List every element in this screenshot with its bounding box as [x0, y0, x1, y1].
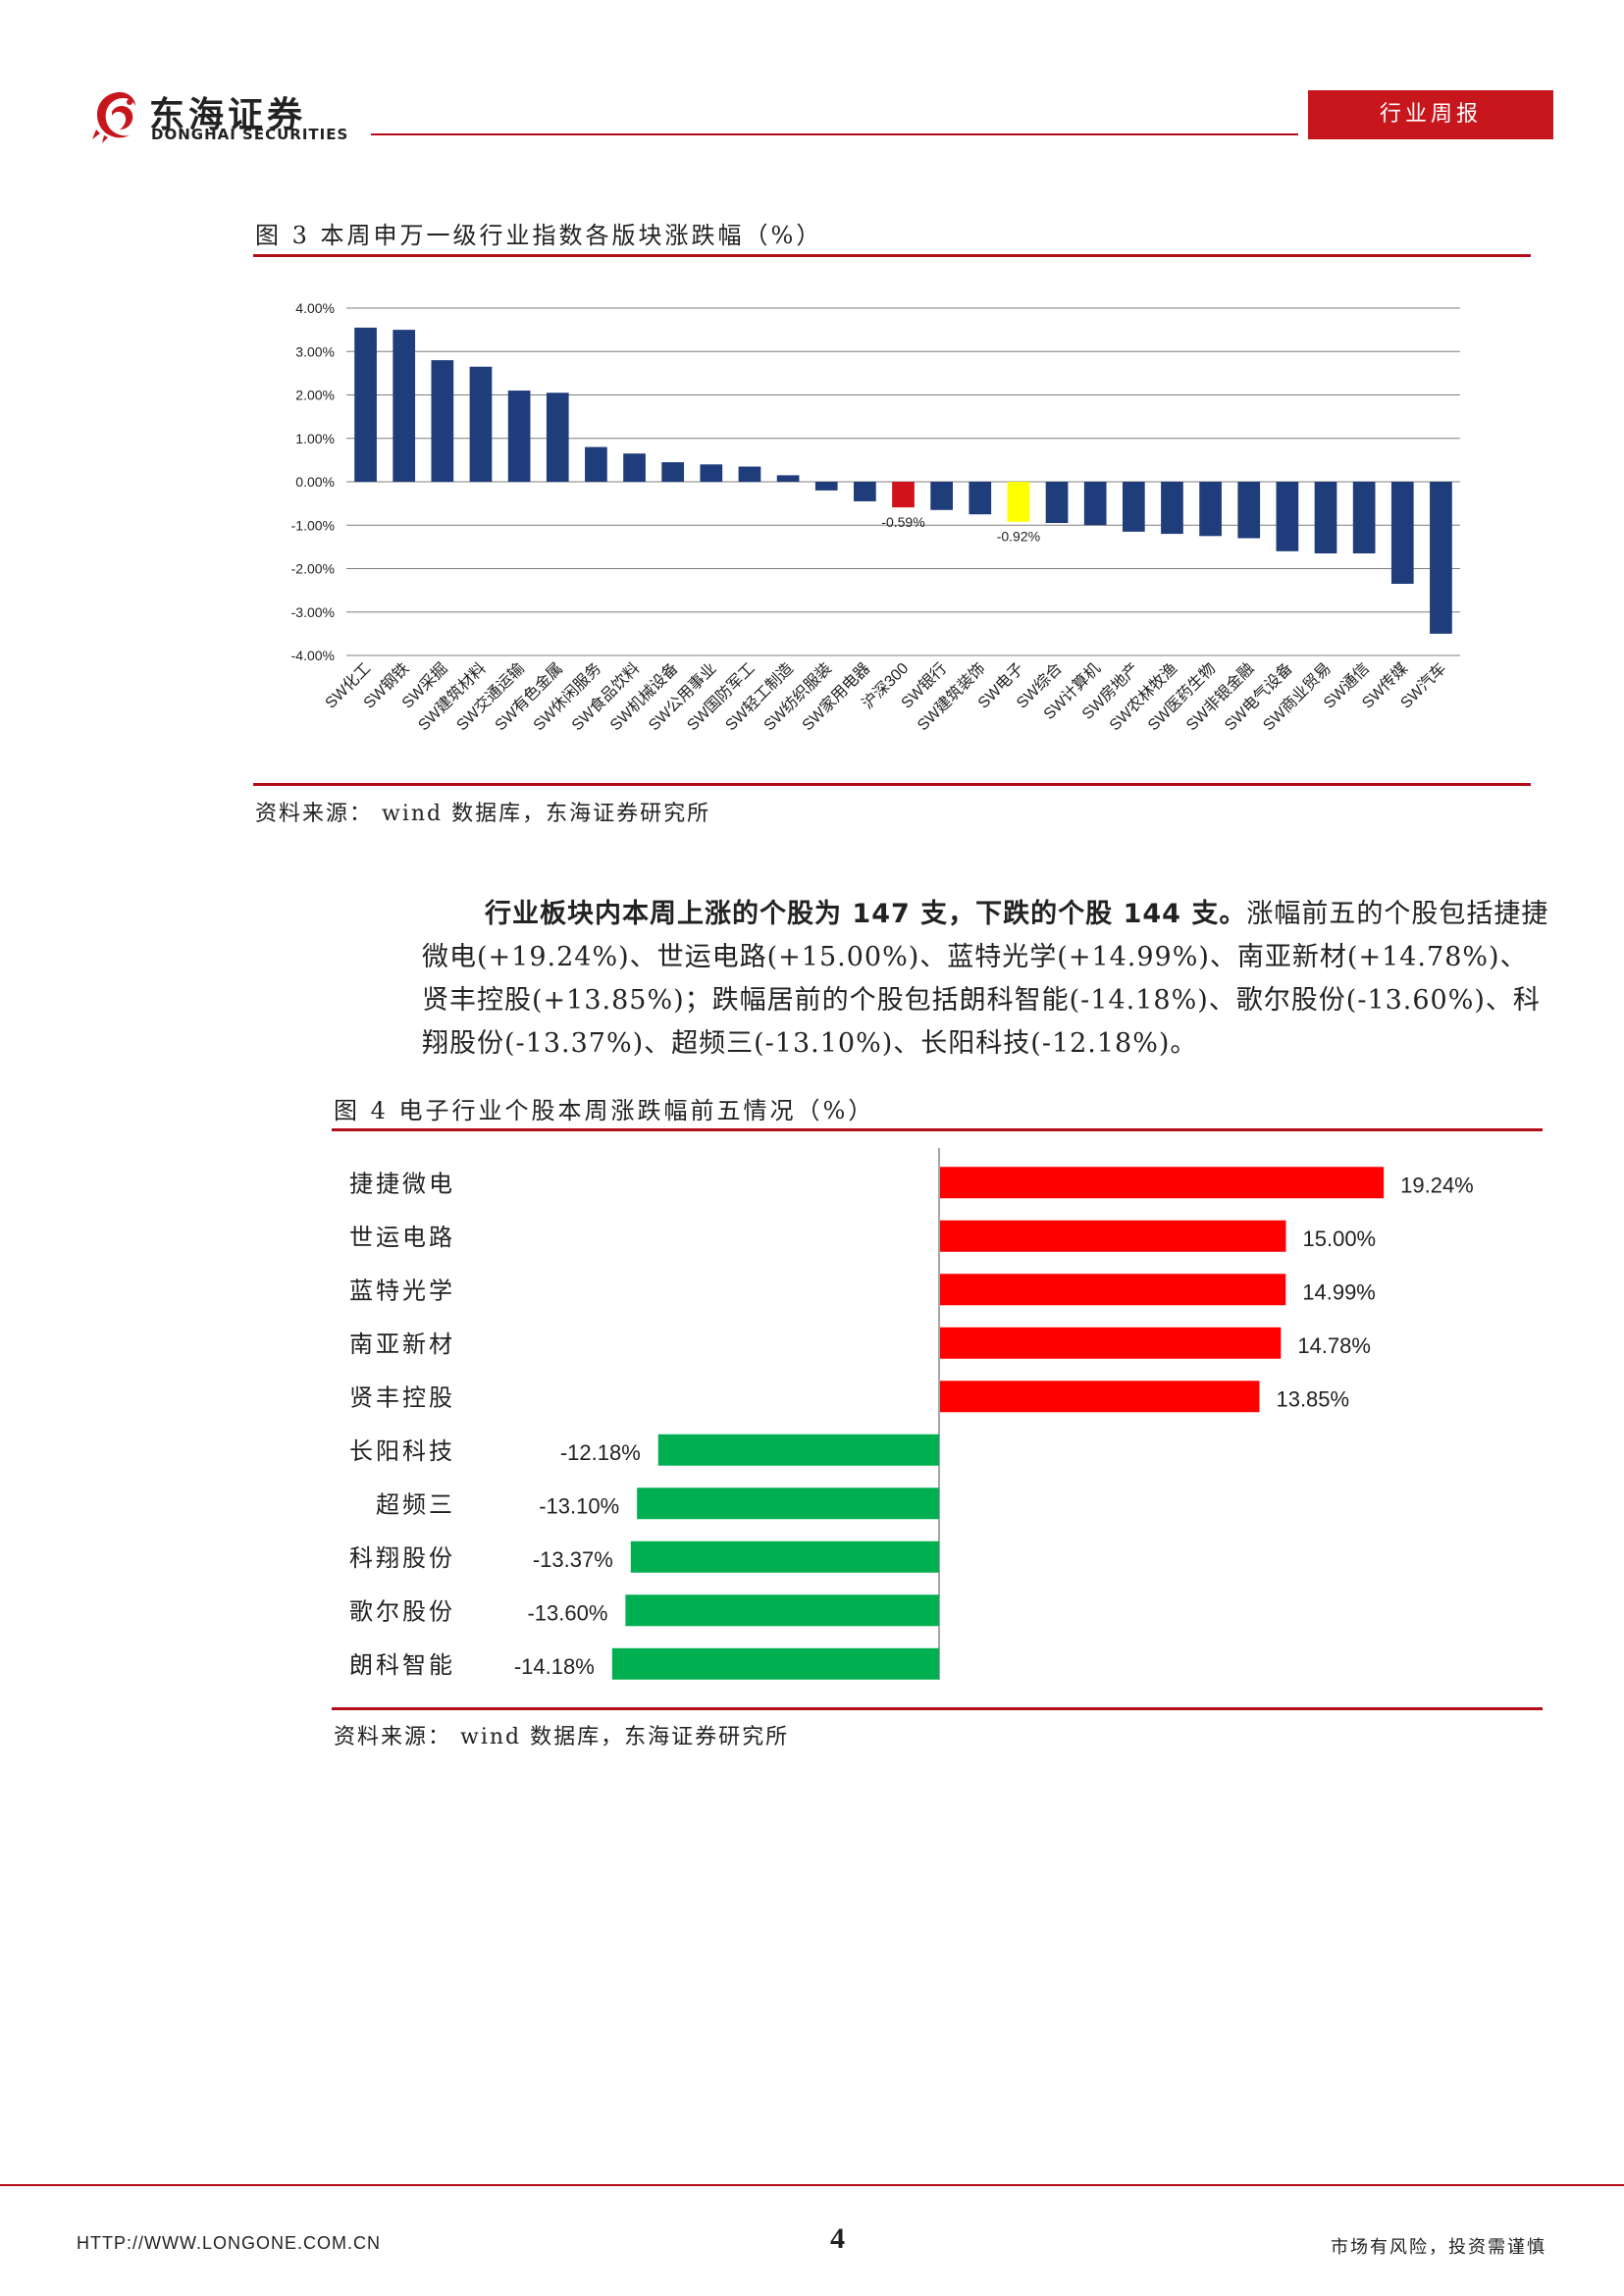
category-label: 世运电路 [349, 1224, 455, 1251]
y-tick-label: -4.00% [291, 648, 335, 663]
bar [507, 391, 531, 482]
bar [623, 453, 646, 482]
bar [1314, 482, 1337, 554]
bar-data-label: -14.18% [514, 1654, 595, 1679]
bar [930, 482, 953, 510]
down-count: 144 [1123, 899, 1181, 929]
category-label: 捷捷微电 [349, 1170, 455, 1197]
category-label: 朗科智能 [349, 1651, 455, 1679]
category-label: 贤丰控股 [349, 1383, 455, 1411]
y-tick-label: -1.00% [291, 517, 335, 533]
y-tick-label: -3.00% [291, 604, 335, 620]
y-tick-label: -2.00% [291, 561, 335, 577]
bar [657, 1434, 939, 1466]
lead-text-3: 支。 [1180, 899, 1247, 929]
bar [1083, 482, 1107, 526]
company-name-cn: 东海证券 [149, 95, 307, 135]
bar [661, 462, 685, 482]
bar [1007, 482, 1030, 522]
lead-text-2: 支，下跌的个股 [910, 899, 1124, 929]
bar-data-label: -13.37% [533, 1547, 613, 1572]
bar [1161, 482, 1183, 535]
bar [969, 482, 992, 515]
bar-data-label: 19.24% [1400, 1173, 1474, 1197]
footer-url-link[interactable]: HTTP://WWW.LONGONE.COM.CN [77, 2233, 381, 2253]
bar-data-label: -13.60% [527, 1600, 607, 1625]
bar [1276, 482, 1299, 551]
category-label: 蓝特光学 [349, 1277, 455, 1304]
donghai-logo-icon [92, 91, 135, 143]
bar [738, 466, 761, 482]
figure3-caption: 图 3 本周申万一级行业指数各版块涨跌幅（%） [255, 222, 823, 249]
category-label: 南亚新材 [349, 1331, 455, 1358]
bar-data-label: 14.78% [1297, 1333, 1371, 1358]
bar [611, 1647, 939, 1680]
bar [940, 1327, 1282, 1359]
bar-data-label: 13.85% [1276, 1386, 1349, 1411]
bar [940, 1167, 1385, 1199]
category-label: 长阳科技 [349, 1437, 455, 1465]
bar [1122, 482, 1145, 532]
bar [776, 475, 800, 482]
figure4-bottom-rule [332, 1707, 1543, 1710]
bar [546, 392, 569, 482]
figure3-bottom-rule [253, 783, 1531, 786]
bar [637, 1487, 939, 1520]
figure4-chart: 19.24% 捷捷微电 15.00% 世运电路 14.99% 蓝特光学 14.78% 南亚新材… [349, 1148, 1474, 1680]
y-tick-label: 0.00% [295, 474, 335, 490]
bar [892, 482, 915, 508]
bar [585, 446, 607, 482]
figure3-source: 资料来源： wind 数据库，东海证券研究所 [255, 802, 711, 826]
bar-data-label: -12.18% [560, 1440, 641, 1465]
report-type-badge: 行业周报 [1308, 90, 1553, 139]
bar [700, 464, 723, 482]
bar [940, 1381, 1260, 1413]
paragraph-body: 涨幅前五的个股包括捷捷微电(+19.24%)、世运电路(+15.00%)、蓝特光… [422, 899, 1549, 1059]
bar [1237, 482, 1261, 539]
bar [431, 360, 454, 482]
bar [940, 1274, 1286, 1306]
bar-data-label: 14.99% [1302, 1279, 1376, 1304]
bar [393, 330, 416, 482]
bar-data-label: -0.59% [881, 514, 924, 530]
bar [940, 1220, 1286, 1252]
company-name-en: DONGHAI SECURITIES [151, 126, 349, 143]
risk-disclaimer: 市场有风险，投资需谨慎 [1331, 2237, 1546, 2258]
category-label: 歌尔股份 [349, 1597, 455, 1625]
bar [630, 1540, 939, 1573]
figure4-source: 资料来源： wind 数据库，东海证券研究所 [334, 1725, 790, 1749]
summary-paragraph: 行业板块内本周上涨的个股为 147 支，下跌的个股 144 支。涨幅前五的个股包… [422, 893, 1550, 1066]
bar [1199, 482, 1222, 537]
bar [814, 482, 838, 491]
bar [1045, 482, 1069, 524]
category-label: 科翔股份 [349, 1544, 455, 1572]
bar [469, 366, 493, 482]
y-tick-label: 4.00% [295, 300, 335, 316]
bar [1430, 482, 1452, 634]
bar [354, 327, 377, 482]
bar [854, 482, 876, 501]
figure4-top-rule [332, 1128, 1543, 1131]
up-count: 147 [852, 899, 911, 929]
figure3-chart: 4.00% 3.00% 2.00% 1.00% 0.00% -1.00% -2.00% -3.… [291, 300, 1460, 734]
y-tick-label: 3.00% [295, 343, 335, 359]
figure4-caption: 图 4 电子行业个股本周涨跌幅前五情况（%） [334, 1097, 875, 1124]
bar-data-label: -13.10% [539, 1493, 619, 1518]
bar [625, 1594, 939, 1627]
figure3-top-rule [253, 254, 1531, 257]
y-tick-label: 1.00% [295, 431, 335, 446]
bar-data-label: 15.00% [1303, 1226, 1377, 1251]
page-number: 4 [830, 2222, 845, 2255]
y-tick-label: 2.00% [295, 388, 335, 403]
bar [1390, 482, 1414, 584]
header-rule [371, 133, 1298, 135]
bar-data-label: -0.92% [997, 529, 1040, 545]
company-logo: 东海证券 DONGHAI SECURITIES [90, 86, 385, 145]
bar [1352, 482, 1376, 554]
lead-text-1: 行业板块内本周上涨的个股为 [485, 899, 853, 929]
category-label: 超频三 [376, 1490, 455, 1518]
footer-rule [0, 2184, 1624, 2186]
